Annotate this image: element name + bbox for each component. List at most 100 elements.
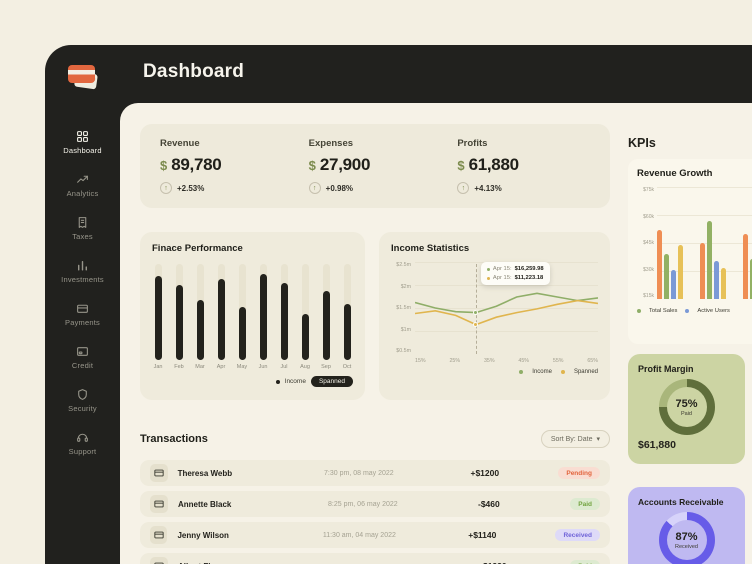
sidebar-item-support[interactable]: Support — [45, 429, 120, 458]
x-tick: 25% — [449, 358, 461, 364]
bar — [175, 285, 183, 360]
donut-percent: 75% — [675, 397, 698, 410]
x-axis: 15% 25% 35% 45% 55% 65% — [415, 358, 598, 364]
y-tick: $0.5m — [396, 348, 411, 354]
bar — [743, 234, 748, 299]
y-tick: $15k — [643, 293, 654, 299]
kpis-column: KPIs Revenue Growth $75k $60k $45k $30k … — [628, 136, 752, 564]
stat-delta: +4.13% — [474, 183, 502, 193]
bar — [750, 258, 752, 299]
stat-delta: +0.98% — [325, 183, 354, 193]
profit-margin-total: $61,880 — [638, 439, 676, 451]
up-arrow-icon: ↑ — [457, 182, 470, 194]
up-arrow-icon: ↑ — [160, 182, 172, 194]
donut-sublabel: Paid — [680, 410, 692, 417]
summary-stats-card: Revenue $ 89,780 ↑ +2.53% Expenses — [140, 124, 610, 208]
sidebar-item-payments[interactable]: Payments — [45, 300, 120, 329]
tooltip-spanned-dot — [486, 276, 490, 280]
x-tick: May — [236, 364, 248, 370]
payee-name: Theresa Webb — [177, 468, 233, 478]
finance-bar-chart: Jan Feb Mar Apr May Jun Jul Aug Sep Oct — [152, 264, 353, 370]
transaction-row[interactable]: Jenny Wilson 11:30 am, 04 may 2022 +$114… — [140, 522, 610, 548]
x-tick: Jan — [153, 364, 163, 370]
status-badge: Received — [555, 529, 601, 541]
line-chart-plot: Apr 15: $16,259.98 Apr 15: $11,223.18 — [415, 262, 598, 354]
spanned-point-marker — [473, 322, 479, 327]
tooltip-label: Apr 15: — [492, 275, 512, 281]
x-tick: 35% — [483, 358, 495, 364]
credit-card-icon — [76, 345, 89, 358]
grouped-bar-chart — [657, 187, 752, 299]
bar — [678, 245, 683, 299]
bar — [714, 260, 719, 299]
sidebar-item-credit[interactable]: Credit — [45, 343, 120, 372]
card-icon — [150, 495, 168, 513]
tooltip-label: Apr 15: — [492, 266, 512, 272]
profit-margin-donut: 75% Paid — [658, 379, 715, 435]
y-tick: $45k — [643, 240, 654, 246]
sidebar-item-investments[interactable]: Investments — [45, 257, 120, 286]
stat-value: 89,780 — [171, 155, 222, 174]
card-title: Revenue Growth — [637, 168, 713, 179]
x-tick: 15% — [415, 358, 426, 364]
sidebar-item-dashboard[interactable]: Dashboard — [45, 128, 120, 157]
bar — [238, 307, 246, 360]
app-logo — [63, 60, 103, 94]
bar — [700, 243, 705, 299]
x-tick: 55% — [552, 358, 564, 364]
stat-label: Expenses — [308, 138, 354, 149]
grid-icon — [76, 130, 89, 143]
sidebar-item-analytics[interactable]: Analytics — [45, 171, 120, 200]
receipt-icon — [76, 216, 89, 229]
trend-chart-icon — [76, 173, 89, 186]
sidebar-item-taxes[interactable]: Taxes — [45, 214, 120, 243]
stat-value: 27,900 — [319, 155, 371, 174]
x-tick: Mar — [195, 364, 205, 370]
status-badge: Pending — [558, 467, 600, 479]
legend-spanned-toggle[interactable]: Spanned — [310, 376, 353, 387]
chevron-down-icon: ▾ — [596, 436, 600, 443]
income-statistics-card: Income Statistics $2.5m $2m $1.5m $1m $0… — [379, 232, 610, 400]
x-tick: Jun — [258, 364, 268, 370]
stat-profits: Profits $ 61,880 ↑ +4.13% — [449, 138, 598, 194]
stat-expenses: Expenses $ 27,900 ↑ +0.98% — [301, 138, 450, 194]
profit-margin-card: Profit Margin 75% Paid $61,880 — [628, 354, 745, 464]
bar — [322, 290, 330, 360]
payee-name: Jenny Wilson — [177, 530, 229, 540]
legend-income: Income — [284, 378, 306, 385]
spanned-line — [415, 299, 598, 326]
stat-label: Profits — [457, 138, 488, 149]
bar — [721, 267, 726, 299]
transaction-datetime: 7:30 pm, 08 may 2022 — [324, 469, 394, 477]
sort-by-date-button[interactable]: Sort By: Date ▾ — [540, 430, 610, 448]
card-title: Income Statistics — [391, 243, 470, 254]
currency-symbol: $ — [160, 158, 168, 173]
legend-spanned: Spanned — [573, 369, 598, 375]
transactions-list: Theresa Webb 7:30 pm, 08 may 2022 +$1200… — [140, 460, 610, 564]
bar-group — [743, 187, 752, 299]
sort-label: Sort By: Date — [550, 435, 593, 443]
sidebar-item-label: Dashboard — [63, 146, 102, 155]
content-column: Revenue $ 89,780 ↑ +2.53% Expenses — [140, 124, 610, 564]
x-tick: Feb — [174, 364, 184, 370]
page-title: Dashboard — [143, 61, 245, 82]
bar-group — [657, 187, 683, 299]
transaction-row[interactable]: Annette Black 8:25 pm, 06 may 2022 -$460… — [140, 491, 610, 517]
y-tick: $75k — [643, 187, 654, 193]
stat-delta: +2.53% — [177, 183, 205, 193]
card-icon — [150, 557, 168, 564]
spanned-legend-dot — [560, 370, 565, 374]
sidebar-item-security[interactable]: Security — [45, 386, 120, 415]
transaction-row[interactable]: Theresa Webb 7:30 pm, 08 may 2022 +$1200… — [140, 460, 610, 486]
transaction-row[interactable]: Albert Flores +$1230 Paid — [140, 553, 610, 564]
income-line — [415, 292, 598, 314]
transaction-amount: +$1230 — [478, 561, 568, 564]
sidebar-item-label: Payments — [65, 318, 100, 327]
income-legend-dot — [519, 370, 524, 374]
x-tick: Oct — [342, 364, 352, 370]
tooltip-value: $16,259.98 — [514, 266, 544, 272]
status-badge: Paid — [570, 560, 600, 564]
x-tick: 65% — [587, 358, 598, 364]
sidebar-item-label: Taxes — [72, 232, 93, 241]
